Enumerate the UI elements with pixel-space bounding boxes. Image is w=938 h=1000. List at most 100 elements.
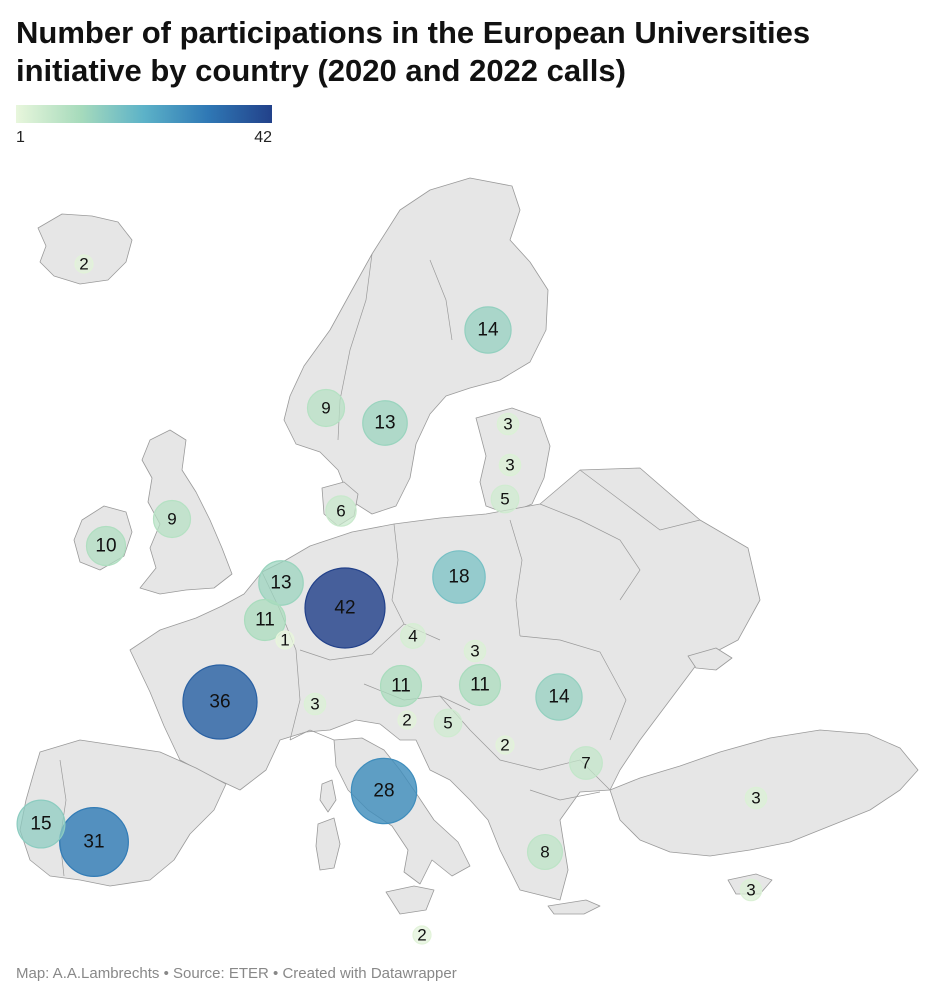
bubble-circle-latvia xyxy=(498,453,522,477)
bubble-france: 36 xyxy=(182,664,258,740)
bubble-label-estonia: 3 xyxy=(503,415,512,434)
bubble-hungary: 11 xyxy=(458,663,502,707)
bubble-finland: 14 xyxy=(464,306,512,354)
land-corsica xyxy=(319,779,337,813)
bubble-label-romania: 14 xyxy=(548,687,570,708)
bubble-bulgaria: 7 xyxy=(569,746,603,780)
bubble-circle-spain xyxy=(59,807,129,877)
bubble-norway: 9 xyxy=(306,388,346,428)
bubble-romania: 14 xyxy=(535,673,583,721)
bubble-circle-malta xyxy=(412,925,432,945)
bubble-circle-turkey xyxy=(744,786,768,810)
bubble-circle-austria xyxy=(379,664,423,708)
bubble-iceland: 2 xyxy=(74,254,94,274)
bubble-germany: 42 xyxy=(304,567,386,649)
bubble-slovakia: 3 xyxy=(463,639,487,663)
bubble-ireland: 10 xyxy=(85,525,127,567)
bubble-label-lithuania: 5 xyxy=(500,490,509,509)
bubble-circle-sweden xyxy=(362,400,408,446)
bubble-circle-luxembourg xyxy=(275,630,295,650)
land-scandinavia xyxy=(283,177,549,515)
bubble-circle-iceland xyxy=(74,254,94,274)
bubble-croatia: 5 xyxy=(433,708,463,738)
bubble-circle-lithuania xyxy=(490,484,520,514)
map-title: Number of participations in the European… xyxy=(16,15,811,88)
bubble-label-switzerland: 3 xyxy=(310,695,319,714)
land-sardinia xyxy=(315,817,341,871)
bubble-poland: 18 xyxy=(432,550,486,604)
map-footer: Map: A.A.Lambrechts • Source: ETER • Cre… xyxy=(16,965,457,982)
bubble-greece: 8 xyxy=(526,833,564,871)
land-crete xyxy=(547,899,601,915)
bubble-label-poland: 18 xyxy=(448,567,469,588)
bubble-label-portugal: 15 xyxy=(30,814,51,835)
bubble-circle-switzerland xyxy=(303,692,327,716)
land-iceland xyxy=(37,213,133,285)
bubble-label-czechia: 4 xyxy=(408,627,417,646)
bubble-label-latvia: 3 xyxy=(505,456,514,475)
land-sicily xyxy=(385,885,435,915)
bubble-label-luxembourg: 1 xyxy=(280,631,289,650)
bubble-label-denmark: 6 xyxy=(336,502,345,521)
legend-gradient-bar xyxy=(16,105,272,123)
land-crimea xyxy=(687,647,733,671)
legend-min-label: 1 xyxy=(16,129,25,146)
bubble-circle-italy xyxy=(350,757,418,825)
bubble-circle-slovenia xyxy=(397,710,417,730)
bubble-cyprus: 3 xyxy=(739,878,763,902)
bubble-label-greece: 8 xyxy=(540,843,549,862)
bubble-label-serbia: 2 xyxy=(500,736,509,755)
bubble-slovenia: 2 xyxy=(397,710,417,730)
border-belarus xyxy=(539,503,641,601)
bubble-netherlands: 13 xyxy=(258,560,304,606)
bubble-circle-ireland xyxy=(85,525,127,567)
bubble-switzerland: 3 xyxy=(303,692,327,716)
bubble-circle-portugal xyxy=(16,799,66,849)
bubble-circle-czechia xyxy=(400,623,426,649)
bubble-lithuania: 5 xyxy=(490,484,520,514)
bubble-circle-serbia xyxy=(495,735,515,755)
bubble-label-italy: 28 xyxy=(373,781,394,802)
bubble-label-bulgaria: 7 xyxy=(581,754,590,773)
bubble-circle-germany xyxy=(304,567,386,649)
bubble-label-hungary: 11 xyxy=(470,675,490,696)
bubble-circle-greece xyxy=(526,833,564,871)
bubble-circle-poland xyxy=(432,550,486,604)
bubble-circle-romania xyxy=(535,673,583,721)
bubble-label-finland: 14 xyxy=(477,320,499,341)
bubble-label-sweden: 13 xyxy=(374,413,395,434)
border-romania xyxy=(519,635,627,741)
bubble-circle-netherlands xyxy=(258,560,304,606)
bubble-circle-slovakia xyxy=(463,639,487,663)
bubble-label-germany: 42 xyxy=(334,598,355,619)
bubble-label-cyprus: 3 xyxy=(746,881,755,900)
bubble-circle-croatia xyxy=(433,708,463,738)
bubble-label-turkey: 3 xyxy=(751,789,760,808)
bubble-label-belgium: 11 xyxy=(255,610,275,631)
bubble-label-norway: 9 xyxy=(321,399,330,418)
bubble-label-ireland: 10 xyxy=(95,536,116,557)
bubble-belgium: 11 xyxy=(243,598,287,642)
land-areas xyxy=(19,177,919,915)
bubble-circle-finland xyxy=(464,306,512,354)
bubble-luxembourg: 1 xyxy=(275,630,295,650)
bubble-label-spain: 31 xyxy=(83,832,104,853)
border-bulgaria-greece xyxy=(529,789,601,801)
bubble-italy: 28 xyxy=(350,757,418,825)
bubble-serbia: 2 xyxy=(495,735,515,755)
bubble-circle-bulgaria xyxy=(569,746,603,780)
border-poland-ukraine xyxy=(509,519,523,637)
bubble-portugal: 15 xyxy=(16,799,66,849)
bubble-denmark: 6 xyxy=(325,495,357,527)
bubble-circle-france xyxy=(182,664,258,740)
bubble-circle-cyprus xyxy=(739,878,763,902)
bubble-label-croatia: 5 xyxy=(443,714,452,733)
bubble-label-austria: 11 xyxy=(391,676,411,697)
bubble-label-slovenia: 2 xyxy=(402,711,411,730)
bubble-estonia: 3 xyxy=(496,412,520,436)
bubble-turkey: 3 xyxy=(744,786,768,810)
border-sweden-finland xyxy=(429,259,453,341)
bubble-label-slovakia: 3 xyxy=(470,642,479,661)
